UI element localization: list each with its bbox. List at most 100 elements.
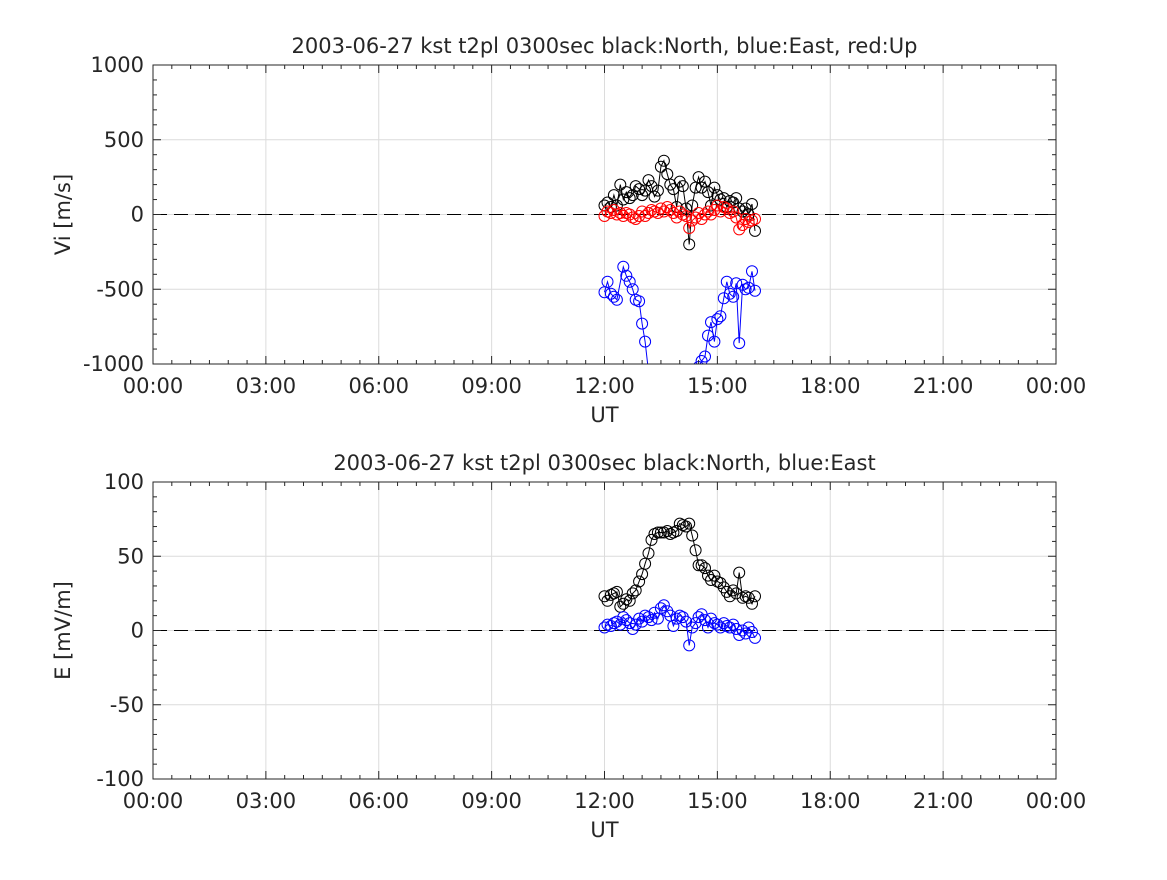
velocity-east-point <box>636 317 649 330</box>
efield-east-point <box>673 609 686 622</box>
velocity-x-tick-label: 18:00 <box>800 374 861 398</box>
velocity-north-point <box>686 199 699 212</box>
efield-east-point <box>705 612 717 625</box>
velocity-north-point <box>657 154 670 167</box>
efield-east-point <box>746 626 758 638</box>
velocity-north-point <box>705 199 717 212</box>
velocity-up-point <box>614 207 627 219</box>
velocity-east-point <box>639 335 652 348</box>
velocity-east-point <box>623 275 636 288</box>
velocity-east-point <box>601 275 614 288</box>
efield-east-point <box>723 621 736 634</box>
efield-north-point <box>604 588 617 601</box>
velocity-east-point <box>727 290 740 303</box>
efield-east-point <box>692 611 705 624</box>
velocity-east-point <box>723 287 736 300</box>
efield-east-point <box>714 621 727 634</box>
velocity-east-point <box>749 284 761 297</box>
velocity-up-point <box>654 202 667 215</box>
velocity-east-point <box>730 277 743 290</box>
efield-y-tick-label: 50 <box>117 544 144 568</box>
velocity-up-point <box>629 213 642 225</box>
efield-north-point <box>708 569 721 582</box>
efield-east-point <box>702 621 714 634</box>
velocity-up-point <box>626 211 639 224</box>
efield-north-point <box>705 574 717 586</box>
efield-east-point <box>749 631 761 644</box>
efield-x-tick-label: 09:00 <box>461 789 522 813</box>
velocity-north-point <box>680 202 693 215</box>
velocity-y-tick-label: -500 <box>96 277 144 301</box>
velocity-east-point <box>702 329 714 342</box>
velocity-up-point <box>705 208 717 221</box>
velocity-north-point <box>620 186 633 199</box>
efield-north-point <box>689 544 702 557</box>
velocity-up-point <box>727 205 740 218</box>
efield-north-point <box>695 559 708 572</box>
velocity-east-point <box>739 283 752 296</box>
efield-north-point <box>645 533 658 546</box>
efield-east-point <box>614 618 627 631</box>
velocity-tick-labels: 00:00 03:00 06:00 09:00 12:00 15:00 18:00 21:00… <box>83 53 1086 398</box>
velocity-north-point <box>654 160 667 173</box>
velocity-up-point <box>702 205 714 218</box>
velocity-x-tick-label: 09:00 <box>461 374 522 398</box>
efield-north-point <box>651 526 664 539</box>
efield-north-point <box>730 587 743 600</box>
velocity-up-point <box>664 204 677 216</box>
efield-y-tick-label: 100 <box>104 470 144 494</box>
efield-east-point <box>670 612 683 625</box>
velocity-up-point <box>680 210 693 222</box>
efield-north-point <box>746 597 758 610</box>
efield-x-axis-label: UT <box>590 818 618 842</box>
velocity-east-point <box>695 355 708 364</box>
velocity-panel: 2003-06-27 kst t2pl 0300sec black:North,… <box>51 34 1086 427</box>
efield-east-point <box>720 620 733 632</box>
efield-north-point <box>601 594 614 607</box>
efield-east-point <box>657 599 670 612</box>
efield-north-point <box>680 520 693 533</box>
efield-panel: 2003-06-27 kst t2pl 0300sec black:North,… <box>51 451 1086 842</box>
efield-east-point <box>736 624 749 637</box>
velocity-east-point <box>742 281 755 294</box>
velocity-up-point <box>733 223 746 236</box>
efield-x-tick-label: 15:00 <box>687 789 748 813</box>
efield-x-tick-label: 03:00 <box>236 789 297 813</box>
velocity-x-tick-label: 00:00 <box>1026 374 1087 398</box>
velocity-up-point <box>617 210 630 222</box>
velocity-north-point <box>651 184 664 197</box>
velocity-east-point <box>705 316 717 329</box>
velocity-east-point <box>720 275 733 288</box>
efield-series <box>598 517 761 652</box>
efield-north-point <box>714 577 727 589</box>
velocity-y-tick-label: -1000 <box>83 352 144 376</box>
velocity-north-point <box>614 178 627 191</box>
efield-chart-title: 2003-06-27 kst t2pl 0300sec black:North,… <box>333 451 875 475</box>
velocity-up-point <box>645 204 658 216</box>
velocity-chart-title: 2003-06-27 kst t2pl 0300sec black:North,… <box>292 34 918 58</box>
efield-y-tick-label: 0 <box>131 619 144 643</box>
efield-east-point <box>733 629 746 641</box>
velocity-north-point <box>642 174 655 187</box>
velocity-series <box>598 154 761 364</box>
velocity-east-point <box>617 260 630 273</box>
velocity-north-point <box>626 189 639 202</box>
velocity-y-tick-label: 0 <box>131 203 144 227</box>
velocity-up-point <box>749 213 761 225</box>
velocity-north-point <box>623 192 636 205</box>
efield-north-point <box>661 525 674 537</box>
efield-tick-labels: 00:00 03:00 06:00 09:00 12:00 15:00 18:00 21:00… <box>96 470 1086 813</box>
velocity-up-point <box>686 214 699 227</box>
efield-x-tick-label: 06:00 <box>348 789 409 813</box>
efield-north-point <box>749 590 761 603</box>
velocity-east-point <box>633 295 646 308</box>
efield-north-point <box>723 590 736 603</box>
velocity-north-point <box>746 198 758 210</box>
efield-east-point <box>645 614 658 627</box>
velocity-up-point <box>604 207 617 219</box>
velocity-east-point <box>711 313 724 326</box>
efield-east-point <box>711 618 724 631</box>
efield-east-point <box>648 606 661 619</box>
velocity-y-tick-label: 1000 <box>91 53 144 77</box>
